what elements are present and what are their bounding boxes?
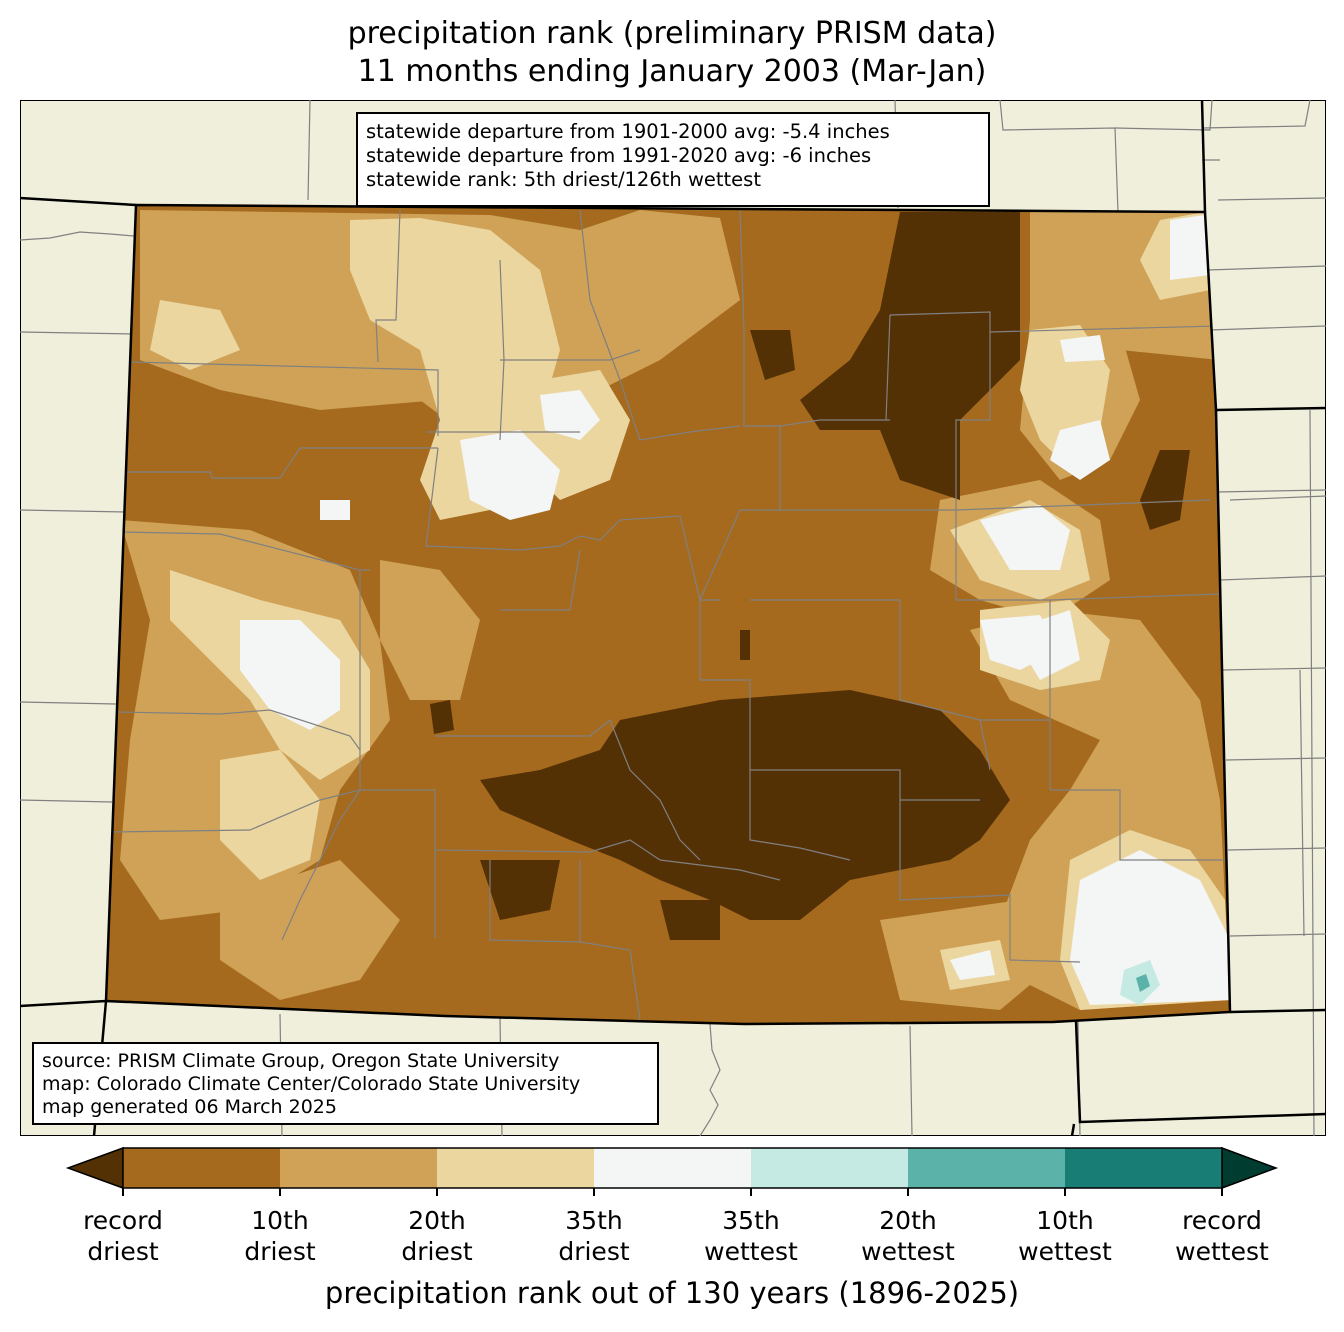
colorbar-segment-20th-to-10th-wettest xyxy=(908,1148,1066,1188)
colorbar-segment-35th-to-20th-wettest xyxy=(751,1148,909,1188)
tick-label-line2: driest xyxy=(401,1237,473,1266)
stats-rank: statewide rank: 5th driest/126th wettest xyxy=(366,168,761,191)
colorbar-label: precipitation rank out of 130 years (189… xyxy=(324,1276,1020,1310)
tick-label-line1: record xyxy=(83,1206,163,1235)
map-title-line1: precipitation rank (preliminary PRISM da… xyxy=(347,16,997,51)
tick-label-line1: 20th xyxy=(408,1206,466,1235)
colorbar xyxy=(65,1146,1279,1196)
tick-label-line2: wettest xyxy=(1175,1237,1269,1266)
colorbar-tick-label: record driest xyxy=(43,1205,203,1267)
colorbar-segment-10th-to-record-wettest xyxy=(1065,1148,1223,1188)
map-frame xyxy=(20,100,1326,1136)
tick-label-line2: driest xyxy=(87,1237,159,1266)
tick-label-line1: 10th xyxy=(1036,1206,1094,1235)
stats-departure-1991: statewide departure from 1991-2020 avg: … xyxy=(366,144,872,167)
stats-departure-1901: statewide departure from 1901-2000 avg: … xyxy=(366,120,890,143)
map-title-line2: 11 months ending January 2003 (Mar-Jan) xyxy=(357,54,987,89)
tick-label-line1: 20th xyxy=(879,1206,937,1235)
colorbar-tick-label: 35th wettest xyxy=(671,1205,831,1267)
colorbar-segment-10th-to-20th-driest xyxy=(280,1148,438,1188)
tick-label-line2: driest xyxy=(558,1237,630,1266)
tick-label-line1: 35th xyxy=(722,1206,780,1235)
tick-label-line2: driest xyxy=(244,1237,316,1266)
tick-label-line2: wettest xyxy=(861,1237,955,1266)
colorbar-tick-label: record wettest xyxy=(1142,1205,1302,1267)
tick-label-line1: 10th xyxy=(251,1206,309,1235)
statewide-stats-box: statewide departure from 1901-2000 avg: … xyxy=(356,112,990,207)
colorbar-tick-label: 35th driest xyxy=(514,1205,674,1267)
colorbar-extension-driest xyxy=(65,1146,124,1190)
colorbar-segment-middle xyxy=(594,1148,752,1188)
colorbar-tick-label: 10th driest xyxy=(200,1205,360,1267)
tick-label-line1: record xyxy=(1182,1206,1262,1235)
tick-label-line1: 35th xyxy=(565,1206,623,1235)
credits-map: map: Colorado Climate Center/Colorado St… xyxy=(42,1073,581,1095)
colorbar-tick-label: 20th driest xyxy=(357,1205,517,1267)
colorbar-tick-label: 20th wettest xyxy=(828,1205,988,1267)
colorbar-extension-wettest xyxy=(1221,1146,1279,1190)
colorbar-tick-label: 10th wettest xyxy=(985,1205,1145,1267)
credits-source: source: PRISM Climate Group, Oregon Stat… xyxy=(42,1050,560,1072)
colorado-county-lines xyxy=(111,209,1225,1021)
tick-label-line2: wettest xyxy=(704,1237,798,1266)
tick-label-line2: wettest xyxy=(1018,1237,1112,1266)
colorbar-outline xyxy=(122,1147,1223,1189)
credits-generated: map generated 06 March 2025 xyxy=(42,1096,337,1118)
credits-box: source: PRISM Climate Group, Oregon Stat… xyxy=(32,1042,659,1125)
colorbar-segment-record-to-10th-driest xyxy=(123,1148,281,1188)
precipitation-rank-field xyxy=(106,205,1230,1024)
colorbar-segment-20th-to-35th-driest xyxy=(437,1148,595,1188)
